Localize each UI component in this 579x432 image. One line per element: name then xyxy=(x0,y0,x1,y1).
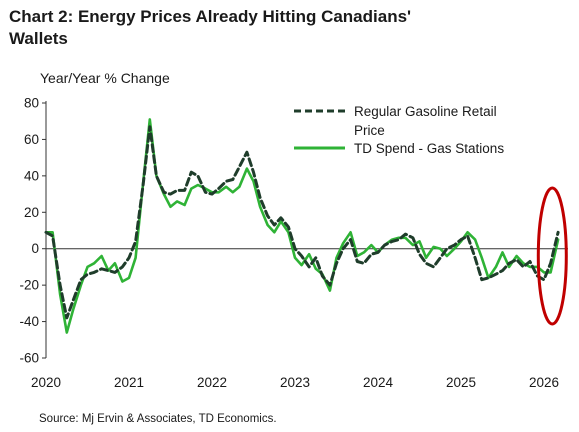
source-note: Source: Mj Ervin & Associates, TD Econom… xyxy=(39,413,277,425)
legend-label-td-spend: TD Spend - Gas Stations xyxy=(354,141,504,156)
x-tick-label: 2024 xyxy=(363,375,394,390)
td-spend-line xyxy=(44,118,560,334)
y-axis-label: Year/Year % Change xyxy=(40,70,170,86)
x-tick-label: 2023 xyxy=(280,375,310,390)
y-tick-label: 40 xyxy=(24,168,39,183)
axis-lines xyxy=(45,101,568,358)
x-tick-label: 2022 xyxy=(197,375,227,390)
y-tick-label: 80 xyxy=(24,96,39,111)
x-tick-label: 2020 xyxy=(31,375,61,390)
x-tick-label: 2025 xyxy=(446,375,476,390)
y-tick-label: 0 xyxy=(31,241,39,256)
legend-label-gasoline: Regular Gasoline Retail xyxy=(354,104,497,119)
y-axis-ticks: 80 60 40 20 0 -20 -40 -60 xyxy=(19,96,46,366)
legend-label-gasoline-cont: Price xyxy=(354,123,385,138)
highlight-ellipse xyxy=(536,186,568,326)
y-tick-label: -20 xyxy=(19,278,39,293)
y-tick-label: -60 xyxy=(19,351,39,366)
series-lines xyxy=(44,118,560,334)
legend: Regular Gasoline Retail Price TD Spend - G… xyxy=(294,104,504,156)
y-tick-label: -40 xyxy=(19,314,39,329)
x-tick-label: 2021 xyxy=(114,375,144,390)
gasoline-price-line xyxy=(44,125,560,320)
y-tick-label: 60 xyxy=(24,132,39,147)
chart-title: Chart 2: Energy Prices Already Hitting C… xyxy=(9,7,412,48)
highlight-layer xyxy=(536,186,568,326)
x-axis-ticks: 2020 2021 2022 2023 2024 2025 2026 xyxy=(31,375,559,390)
y-tick-label: 20 xyxy=(24,205,39,220)
x-tick-label: 2026 xyxy=(529,375,559,390)
